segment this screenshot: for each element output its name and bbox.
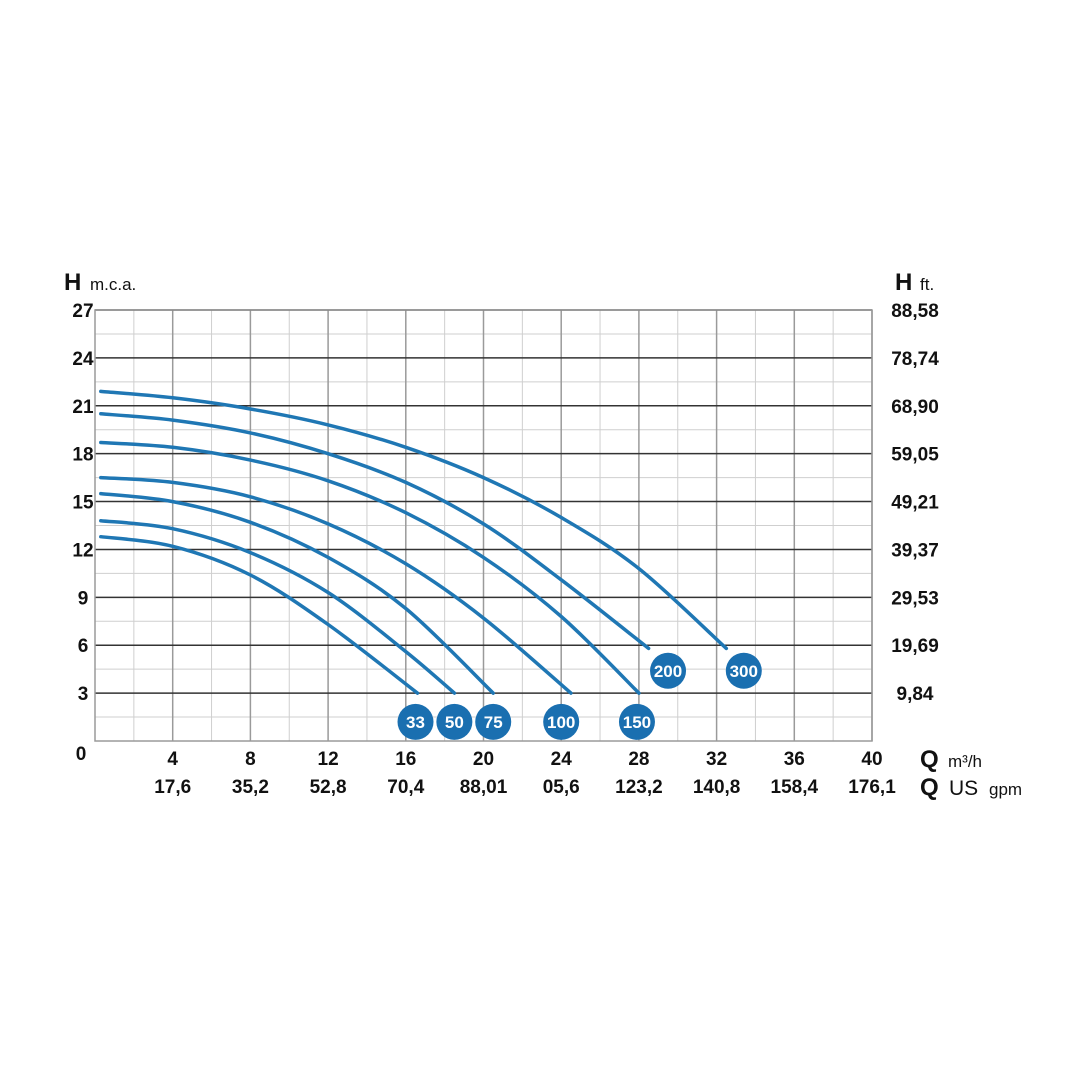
x-gpm-tick-label: 158,4: [771, 777, 819, 798]
curve-badge-33: [397, 703, 434, 740]
y-left-tick-label: 27: [72, 301, 93, 322]
curve-badge-label-75: 75: [484, 713, 503, 732]
y-left-tick-label: 0: [76, 744, 87, 765]
curve-badge-label-33: 33: [406, 713, 425, 732]
curve-300: [99, 389, 729, 651]
x-tick-label: 24: [551, 749, 573, 770]
y-left-tick-label: 21: [72, 397, 94, 418]
curve-150: [99, 440, 641, 695]
plot-frame: [94, 309, 873, 742]
curve-badge-200: [650, 652, 687, 689]
x-gpm-tick-label: 17,6: [154, 777, 191, 798]
y-right-tick-label: 88,58: [891, 301, 939, 322]
curve-badge-300: [725, 652, 762, 689]
curve-badge-50: [436, 703, 473, 740]
y-left-tick-label: 15: [72, 493, 94, 514]
grid: [94, 309, 873, 742]
y-right-unit: ft.: [920, 275, 934, 294]
x-gpm-tick-label: 140,8: [693, 777, 741, 798]
y-right-tick-label: 29,53: [891, 588, 939, 609]
x-gpm-tick-label: 05,6: [543, 777, 580, 798]
y-left-tick-label: 6: [78, 636, 89, 657]
curve-200: [99, 412, 651, 651]
curves: [99, 389, 729, 695]
y-left-symbol: H: [64, 269, 81, 296]
x-secondary-unit-main: US: [949, 777, 978, 800]
x-gpm-tick-label: 123,2: [615, 777, 663, 798]
curve-badges: 33 50 75 100 150 200 300: [397, 652, 762, 740]
y-right-tick-label: 39,37: [891, 540, 939, 561]
y-left-tick-label: 12: [72, 540, 93, 561]
curve-badge-label-100: 100: [547, 713, 575, 732]
curve-badge-label-200: 200: [654, 662, 682, 681]
curve-badge-75: [475, 703, 512, 740]
curve-badge-label-50: 50: [445, 713, 464, 732]
curve-75: [99, 491, 495, 695]
y-left-tick-label: 9: [78, 588, 89, 609]
y-right-symbol: H: [895, 269, 912, 296]
x-secondary-unit-sub: gpm: [989, 780, 1022, 799]
curve-badge-100: [543, 703, 580, 740]
curve-badge-label-150: 150: [623, 713, 651, 732]
y-right-tick-label: 59,05: [891, 445, 939, 466]
curve-100: [99, 475, 573, 695]
x-tick-label: 4: [167, 749, 178, 770]
y-right-tick-label: 49,21: [891, 493, 939, 514]
x-tick-label: 40: [861, 749, 882, 770]
x-primary-symbol: Q: [920, 746, 939, 773]
y-right-tick-label: 78,74: [891, 349, 939, 370]
x-gpm-tick-label: 88,01: [460, 777, 508, 798]
x-secondary-symbol: Q: [920, 774, 939, 801]
x-tick-label: 12: [318, 749, 339, 770]
x-gpm-tick-label: 35,2: [232, 777, 269, 798]
x-gpm-tick-label: 70,4: [387, 777, 424, 798]
x-tick-label: 32: [706, 749, 727, 770]
y-left-tick-label: 3: [78, 684, 89, 705]
x-tick-label: 20: [473, 749, 494, 770]
curve-badge-150: [618, 703, 655, 740]
tick-labels: 0 3 9,84 6 19,69 9 29,53 12 39,37 15 49,21 18 59,05 2…: [72, 301, 939, 798]
y-left-tick-label: 24: [72, 349, 94, 370]
curve-33: [99, 534, 420, 695]
y-left-tick-label: 18: [72, 445, 93, 466]
x-primary-unit: m³/h: [948, 752, 982, 771]
x-tick-label: 8: [245, 749, 256, 770]
x-gpm-tick-label: 52,8: [310, 777, 347, 798]
curve-badge-label-300: 300: [730, 662, 758, 681]
curve-50: [99, 518, 457, 695]
x-tick-label: 36: [784, 749, 805, 770]
x-tick-label: 28: [628, 749, 649, 770]
y-right-tick-label: 19,69: [891, 636, 939, 657]
y-left-unit: m.c.a.: [90, 275, 136, 294]
y-right-tick-label: 9,84: [897, 684, 934, 705]
x-gpm-tick-label: 176,1: [848, 777, 896, 798]
y-right-tick-label: 68,90: [891, 397, 939, 418]
x-tick-label: 16: [395, 749, 416, 770]
